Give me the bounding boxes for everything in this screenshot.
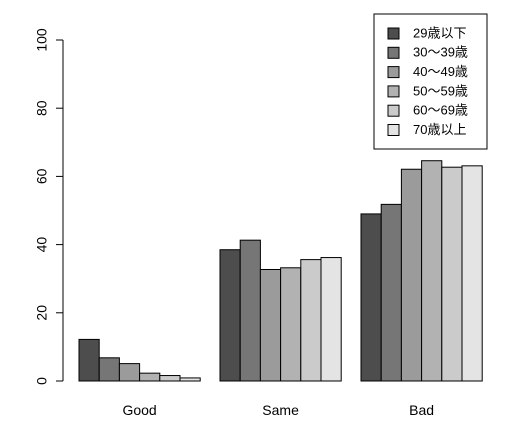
x-category-label: Good bbox=[122, 402, 156, 418]
y-tick-label: 0 bbox=[34, 377, 50, 385]
bar-same-5 bbox=[320, 257, 342, 382]
x-axis-labels: Good Same Bad bbox=[122, 402, 434, 418]
y-axis: 0 20 40 60 80 100 bbox=[34, 28, 64, 385]
bar-same-0 bbox=[219, 249, 241, 382]
legend-swatch bbox=[387, 66, 400, 79]
bar-good-4 bbox=[159, 375, 181, 382]
bar-bad-2 bbox=[400, 168, 423, 382]
bar-bad-5 bbox=[461, 165, 483, 382]
bar-same-1 bbox=[239, 239, 261, 382]
bar-same-4 bbox=[300, 259, 322, 382]
legend-label: 60～69歳 bbox=[413, 103, 468, 118]
bar-same-3 bbox=[280, 267, 302, 382]
legend-label: 29歳以下 bbox=[413, 25, 466, 40]
bar-same-2 bbox=[259, 268, 282, 382]
x-category-label: Same bbox=[262, 402, 299, 418]
y-tick-label: 100 bbox=[34, 28, 50, 52]
legend-swatch bbox=[387, 27, 400, 40]
legend: 29歳以下 30～39歳 40～49歳 50～59歳 60～69歳 70歳以上 bbox=[373, 13, 488, 150]
x-category-label: Bad bbox=[409, 402, 434, 418]
legend-swatch bbox=[387, 104, 400, 117]
y-tick-label: 80 bbox=[34, 100, 50, 116]
bars bbox=[78, 160, 483, 382]
bar-bad-4 bbox=[441, 166, 463, 382]
legend-swatch bbox=[387, 46, 400, 59]
y-tick-label: 60 bbox=[34, 168, 50, 184]
y-tick-label: 40 bbox=[34, 237, 50, 253]
bar-good-2 bbox=[118, 363, 141, 382]
legend-label: 30～39歳 bbox=[413, 45, 468, 60]
bar-bad-1 bbox=[380, 203, 402, 382]
bar-bad-3 bbox=[421, 160, 443, 382]
bar-good-3 bbox=[139, 372, 161, 382]
legend-swatch bbox=[387, 85, 400, 98]
y-tick-label: 20 bbox=[34, 305, 50, 321]
bar-good-0 bbox=[78, 338, 100, 382]
legend-label: 50～59歳 bbox=[413, 83, 468, 98]
bar-good-5 bbox=[179, 377, 201, 382]
legend-swatch bbox=[387, 124, 400, 136]
bar-bad-0 bbox=[360, 213, 382, 382]
bar-good-1 bbox=[98, 357, 120, 382]
legend-label: 40～49歳 bbox=[413, 64, 468, 79]
legend-label: 70歳以上 bbox=[413, 122, 466, 137]
